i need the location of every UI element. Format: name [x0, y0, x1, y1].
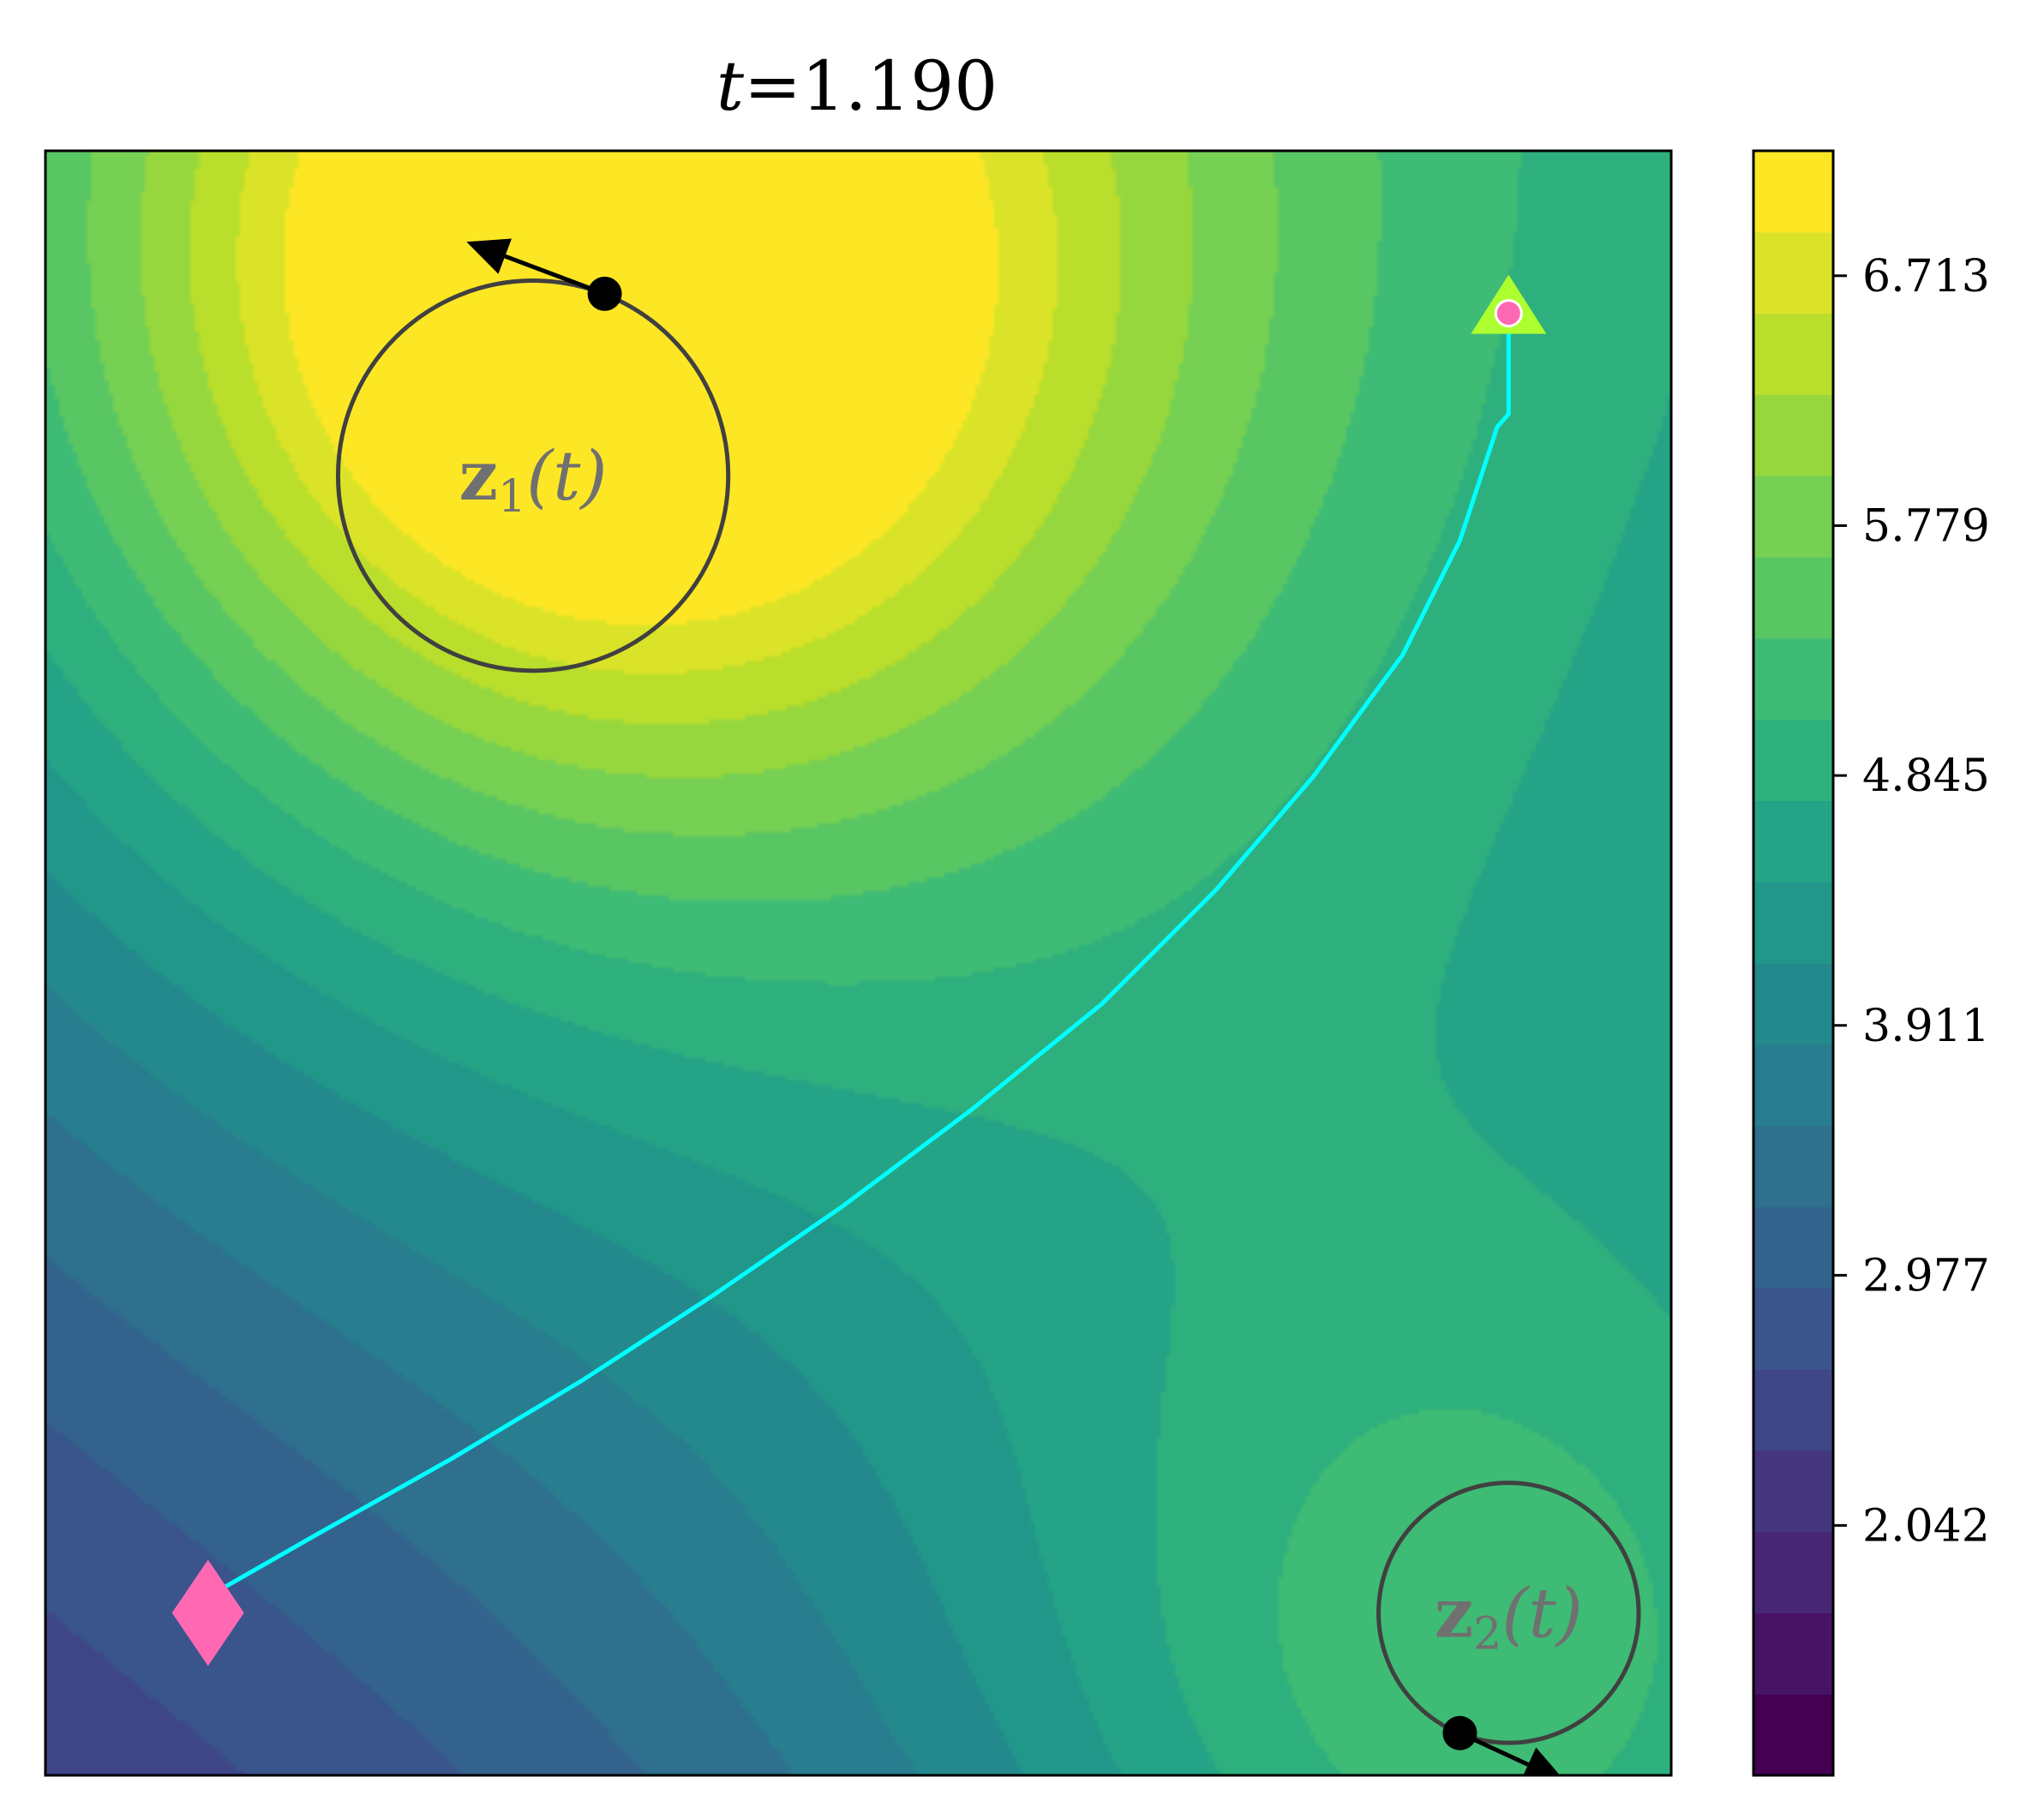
- z1-velocity-shaft: [504, 254, 606, 296]
- contour-field: [45, 151, 1671, 1775]
- colorbar-frame: [1752, 149, 1835, 1777]
- trajectory-path: [207, 329, 1511, 1599]
- colorbar-tick-label: 2.042: [1862, 1500, 1990, 1552]
- colorbar-band: [1753, 637, 1833, 721]
- overlay-layer: z1(t)z2(t): [171, 238, 1641, 1775]
- colorbar-band: [1753, 1206, 1833, 1289]
- z1-label-arg: (t): [526, 436, 608, 516]
- title-variable: t: [716, 46, 745, 126]
- colorbar-band: [1753, 719, 1833, 801]
- colorbar-band: [1753, 313, 1833, 395]
- colorbar-tick-label: 6.713: [1862, 251, 1990, 302]
- colorbar-band: [1753, 1125, 1833, 1207]
- colorbar-band: [1753, 1531, 1833, 1613]
- colorbar-band: [1753, 882, 1833, 964]
- colorbar-tick-label: 3.911: [1862, 1001, 1990, 1052]
- colorbar-ticks: 2.042 2.977 3.911 4.845 5.779 6.713: [1833, 251, 1990, 1552]
- chart-title: t=1.190: [716, 46, 998, 126]
- colorbar: 2.042 2.977 3.911 4.845 5.779 6.713: [1752, 149, 1990, 1777]
- plot-area: z1(t)z2(t): [44, 149, 1673, 1777]
- z1-position-dot: [587, 276, 622, 311]
- colorbar-band: [1753, 394, 1833, 476]
- z2-label-sub: 2: [1473, 1608, 1502, 1660]
- colorbar-tick-label: 2.977: [1862, 1250, 1990, 1301]
- colorbar-tick-label: 5.779: [1862, 500, 1990, 552]
- colorbar-band: [1753, 557, 1833, 639]
- end-circle-marker: [1494, 299, 1523, 328]
- z2-label-main: z: [1435, 1572, 1473, 1653]
- colorbar-band: [1753, 963, 1833, 1045]
- colorbar-band: [1753, 800, 1833, 883]
- title-equals: =: [744, 46, 801, 126]
- start-diamond-marker: [171, 1559, 244, 1666]
- colorbar-band: [1753, 1044, 1833, 1127]
- colorbar-band: [1753, 1288, 1833, 1370]
- z1-label: z1(t): [459, 435, 608, 523]
- colorbar-band: [1753, 1694, 1833, 1776]
- colorbar-band: [1753, 1450, 1833, 1533]
- z2-position-dot: [1442, 1715, 1478, 1750]
- colorbar-band: [1753, 151, 1833, 233]
- colorbar-band: [1753, 1369, 1833, 1451]
- z1-label-sub: 1: [498, 471, 526, 523]
- colorbar-band: [1753, 1613, 1833, 1695]
- colorbar-bands: [1753, 151, 1833, 1776]
- plot-frame: [44, 149, 1673, 1777]
- colorbar-band: [1753, 476, 1833, 558]
- z1-velocity-arrowhead: [466, 238, 512, 274]
- z1-label-main: z: [459, 435, 498, 516]
- z2-label: z2(t): [1435, 1572, 1583, 1660]
- z2-label-arg: (t): [1502, 1573, 1583, 1653]
- z2-velocity-arrowhead: [1523, 1747, 1561, 1775]
- z2-orbit: [1376, 1481, 1641, 1745]
- colorbar-band: [1753, 231, 1833, 314]
- title-value: 1.190: [801, 46, 998, 126]
- colorbar-tick-label: 4.845: [1862, 751, 1990, 802]
- z1-orbit: [335, 278, 731, 673]
